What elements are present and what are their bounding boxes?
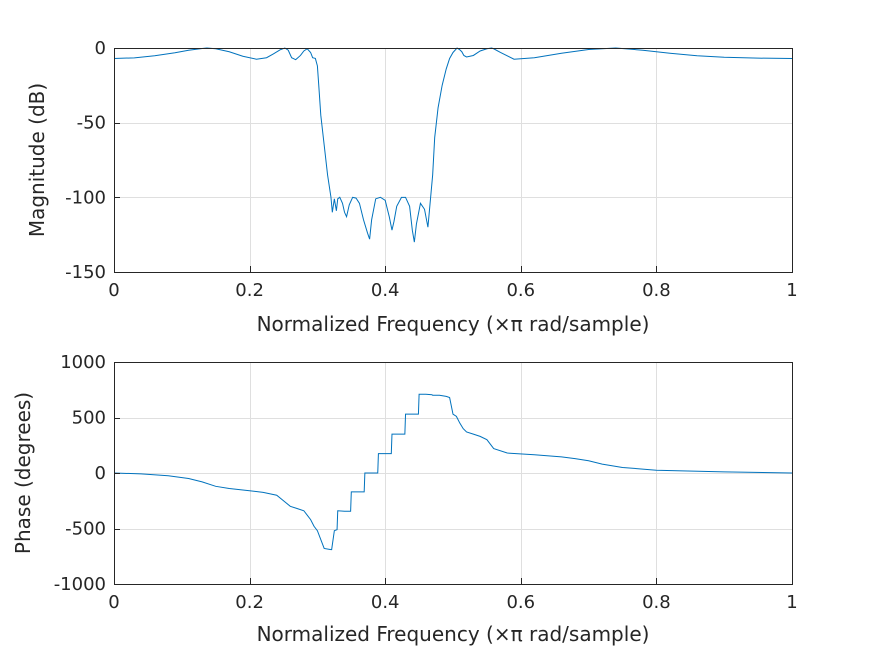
phase-x-tick-label: 0.8 <box>642 592 671 613</box>
magnitude-x-tick-label: 0.4 <box>371 280 400 301</box>
magnitude-xlabel: Normalized Frequency (×π rad/sample) <box>257 312 650 336</box>
magnitude-x-tick-label: 0 <box>108 280 119 301</box>
magnitude-y-tick-label: -100 <box>65 187 106 208</box>
magnitude-plot-frame <box>114 48 793 273</box>
phase-x-tick-label: 0 <box>108 592 119 613</box>
magnitude-axes: 0 0.2 0.4 0.6 0.8 1 0 -50 -100 -150 Normalized Fr… <box>25 38 798 336</box>
phase-y-tick-label: 1000 <box>60 352 106 373</box>
magnitude-y-tick-label: -150 <box>65 262 106 283</box>
magnitude-x-tick-label: 0.8 <box>642 280 671 301</box>
magnitude-x-tick-label: 1 <box>786 280 797 301</box>
phase-y-tick-label: 0 <box>95 463 106 484</box>
phase-xlabel: Normalized Frequency (×π rad/sample) <box>257 622 650 646</box>
phase-axes: 0 0.2 0.4 0.6 0.8 1 1000 500 0 -500 -1000 Normaliz… <box>11 352 798 646</box>
phase-x-tick-label: 0.4 <box>371 592 400 613</box>
phase-x-tick-label: 0.6 <box>506 592 535 613</box>
phase-y-tick-label: -500 <box>65 519 106 540</box>
phase-x-tick-label: 0.2 <box>235 592 264 613</box>
magnitude-x-tick-label: 0.2 <box>235 280 264 301</box>
phase-y-tick-label: -1000 <box>54 574 106 595</box>
phase-curve <box>113 393 793 551</box>
phase-ylabel: Phase (degrees) <box>11 392 35 554</box>
magnitude-y-tick-label: 0 <box>95 38 106 59</box>
magnitude-ylabel: Magnitude (dB) <box>25 83 49 237</box>
magnitude-x-tick-label: 0.6 <box>506 280 535 301</box>
phase-x-tick-label: 1 <box>786 592 797 613</box>
magnitude-curve <box>113 47 793 243</box>
magnitude-y-tick-label: -50 <box>77 113 106 134</box>
phase-y-tick-label: 500 <box>72 408 106 429</box>
